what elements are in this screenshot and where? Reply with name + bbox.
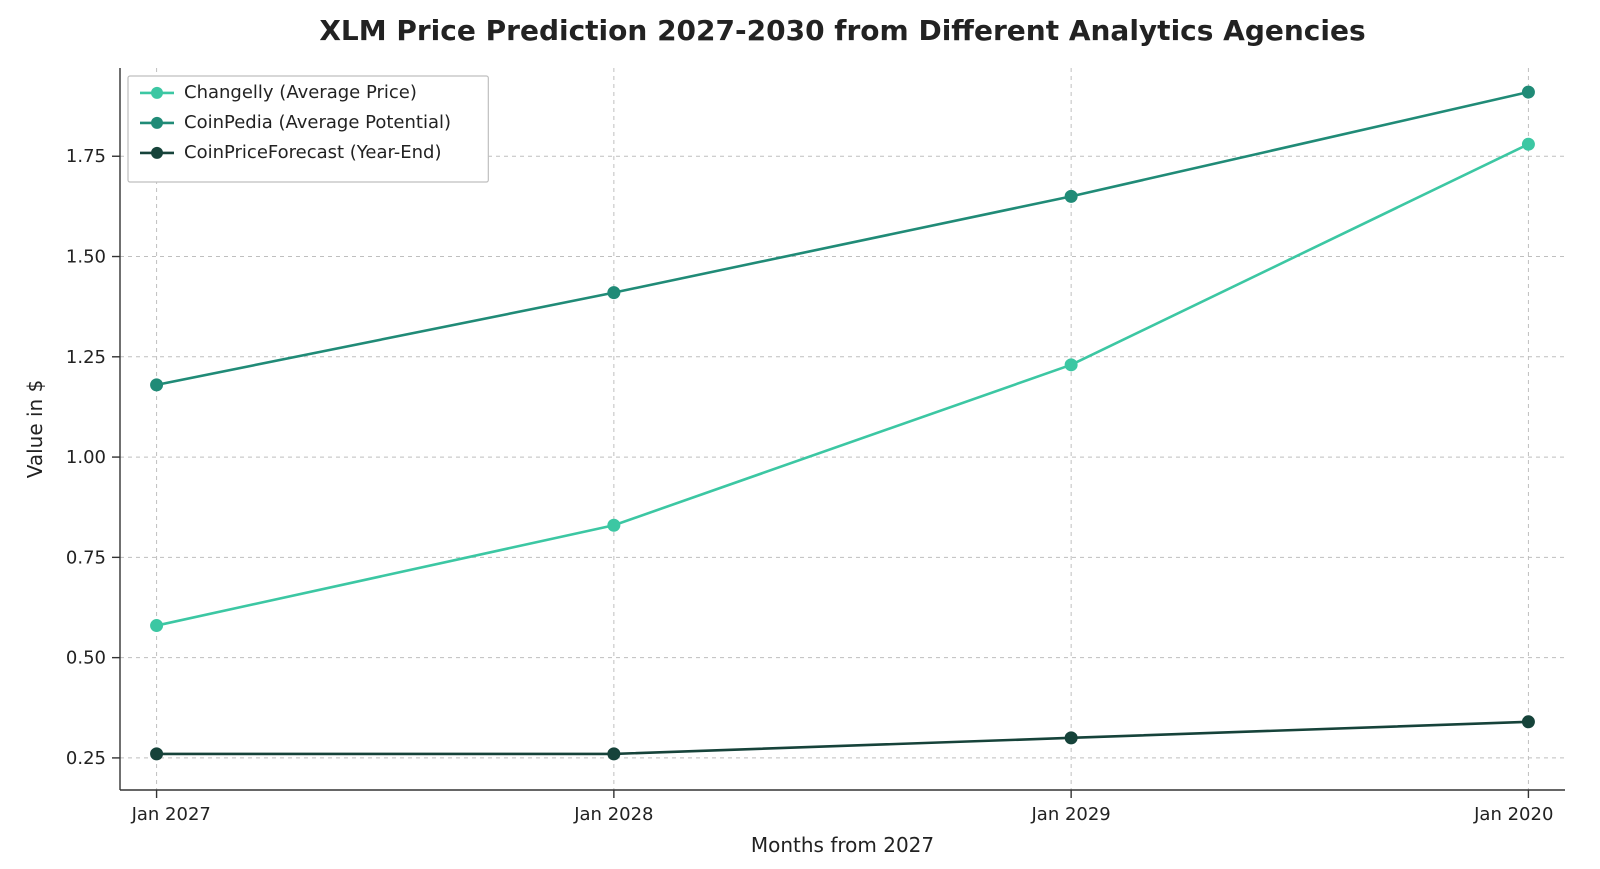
legend: Changelly (Average Price) CoinPedia (Aver… <box>128 76 488 182</box>
x-tick-label: Jan 2029 <box>1030 804 1110 825</box>
series-marker-1 <box>1522 86 1534 98</box>
line-chart: Jan 2027 Jan 2028 Jan 2029 Jan 2020 0.25 0.50… <box>0 0 1600 869</box>
chart-container: Jan 2027 Jan 2028 Jan 2029 Jan 2020 0.25 0.50… <box>0 0 1600 869</box>
x-axis-label: Months from 2027 <box>751 833 934 857</box>
series-marker-2 <box>1522 716 1534 728</box>
legend-swatch-marker <box>151 87 163 99</box>
legend-swatch-marker <box>151 147 163 159</box>
y-tick-label: 0.50 <box>66 648 106 669</box>
series-marker-1 <box>1065 190 1077 202</box>
series-marker-2 <box>1065 732 1077 744</box>
series-marker-0 <box>1065 359 1077 371</box>
y-tick-label: 0.25 <box>66 748 106 769</box>
y-tick-label: 1.00 <box>66 447 106 468</box>
series-marker-1 <box>608 287 620 299</box>
y-tick-label: 0.75 <box>66 547 106 568</box>
legend-label: Changelly (Average Price) <box>184 82 417 103</box>
series-marker-2 <box>151 748 163 760</box>
legend-swatch-marker <box>151 117 163 129</box>
series-marker-2 <box>608 748 620 760</box>
series-marker-0 <box>151 620 163 632</box>
series-marker-1 <box>151 379 163 391</box>
y-tick-label: 1.50 <box>66 247 106 268</box>
x-tick-label: Jan 2020 <box>1473 804 1553 825</box>
y-axis-label: Value in $ <box>23 380 47 479</box>
x-tick-label: Jan 2027 <box>131 804 211 825</box>
legend-label: CoinPriceForecast (Year-End) <box>184 142 442 163</box>
x-tick-label: Jan 2028 <box>573 804 653 825</box>
chart-title: XLM Price Prediction 2027-2030 from Diff… <box>319 14 1365 47</box>
series-marker-0 <box>1522 138 1534 150</box>
y-tick-label: 1.75 <box>66 146 106 167</box>
y-tick-label: 1.25 <box>66 347 106 368</box>
legend-label: CoinPedia (Average Potential) <box>184 112 451 133</box>
series-marker-0 <box>608 519 620 531</box>
